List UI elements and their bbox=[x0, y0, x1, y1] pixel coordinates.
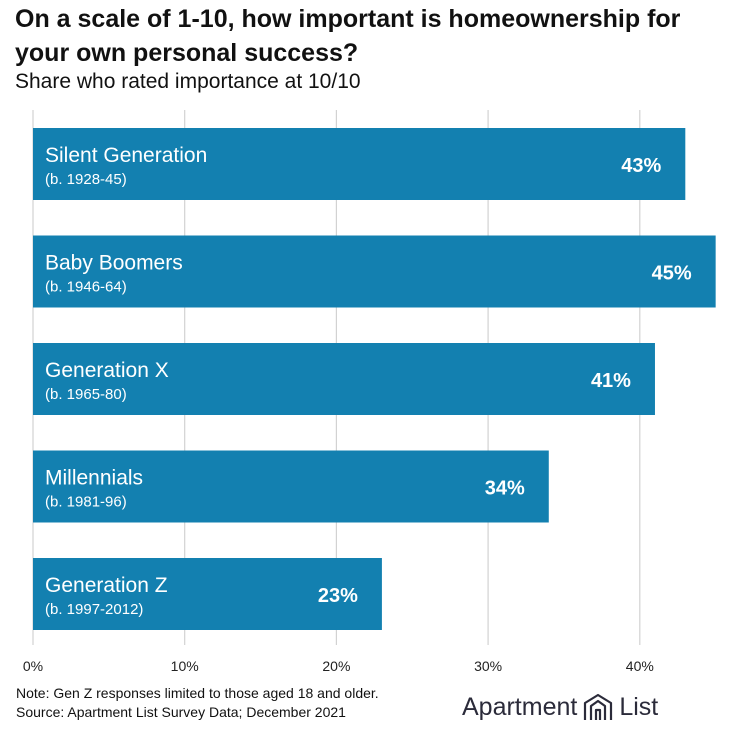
bar-category-sublabel: (b. 1946-64) bbox=[45, 279, 127, 296]
logo-text-right: List bbox=[619, 692, 659, 721]
footer-note: Note: Gen Z responses limited to those a… bbox=[16, 685, 379, 701]
chart-subtitle: Share who rated importance at 10/10 bbox=[15, 70, 361, 93]
bar-value-label: 41% bbox=[591, 370, 631, 392]
bar-chart: 0% 10% 20% 30% 40% Silent Generation (b. 1928-… bbox=[23, 110, 716, 674]
x-tick-label: 20% bbox=[322, 658, 350, 674]
bar bbox=[33, 558, 382, 630]
apartment-list-logo: Apartment List bbox=[462, 692, 658, 722]
bar-category-sublabel: (b. 1997-2012) bbox=[45, 601, 143, 618]
x-tick-label: 30% bbox=[474, 658, 502, 674]
bar-category-sublabel: (b. 1981-96) bbox=[45, 494, 127, 511]
bar bbox=[33, 450, 549, 523]
bar bbox=[33, 343, 655, 415]
x-tick-label: 10% bbox=[171, 658, 199, 674]
bar-category-label: Silent Generation bbox=[45, 144, 207, 167]
bar bbox=[33, 235, 716, 308]
logo-text-left: Apartment bbox=[462, 692, 578, 721]
bar-category-label: Millennials bbox=[45, 467, 143, 490]
bar bbox=[33, 128, 686, 200]
bar-value-label: 34% bbox=[485, 478, 525, 500]
bar-category-label: Baby Boomers bbox=[45, 252, 183, 275]
footer-notes: Note: Gen Z responses limited to those a… bbox=[16, 684, 379, 722]
bar-category-sublabel: (b. 1965-80) bbox=[45, 386, 127, 403]
bar-value-label: 43% bbox=[621, 155, 661, 177]
bar-category-label: Generation Z bbox=[45, 574, 168, 597]
bar-value-label: 45% bbox=[652, 263, 692, 285]
x-tick-label: 0% bbox=[23, 658, 43, 674]
chart-title: On a scale of 1-10, how important is hom… bbox=[15, 5, 681, 67]
footer-source: Source: Apartment List Survey Data; Dece… bbox=[16, 704, 346, 720]
building-logo-icon bbox=[584, 693, 613, 720]
bar-value-label: 23% bbox=[318, 585, 358, 607]
bar-category-sublabel: (b. 1928-45) bbox=[45, 171, 127, 188]
bar-category-label: Generation X bbox=[45, 359, 169, 382]
x-tick-label: 40% bbox=[626, 658, 654, 674]
